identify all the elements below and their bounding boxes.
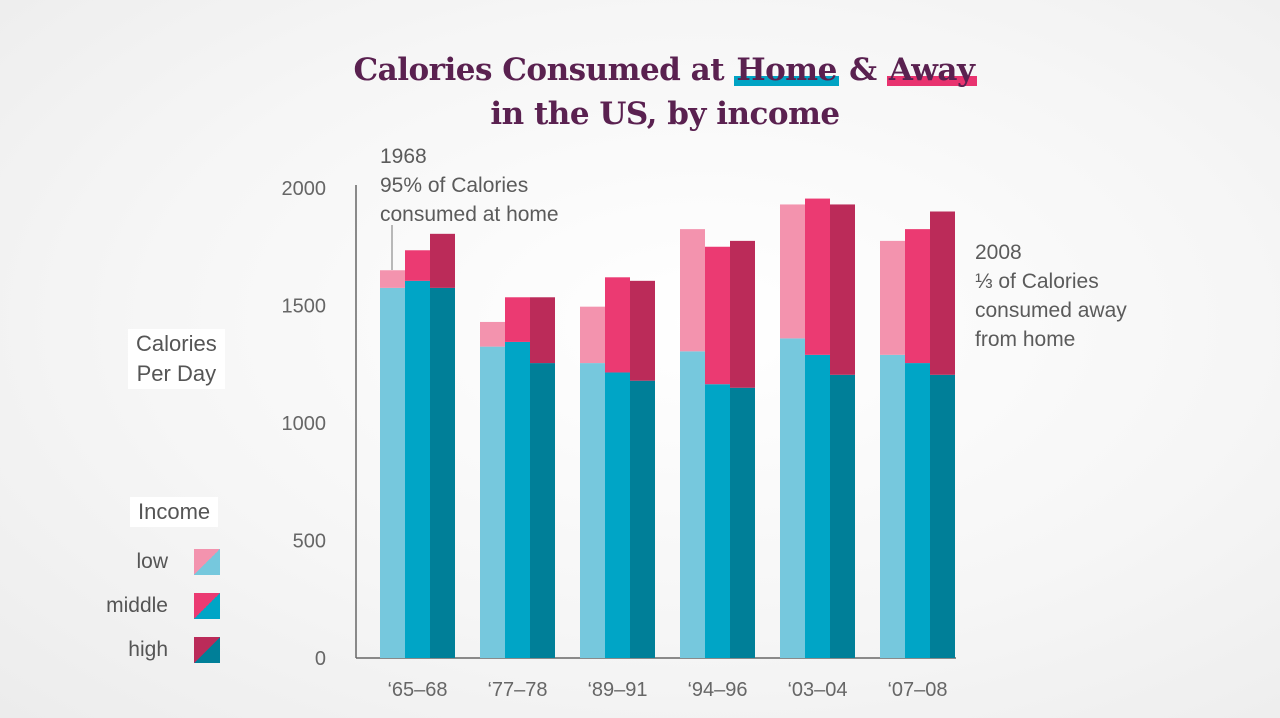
- bar-away-high-0: [430, 233, 455, 288]
- title-line-2: in the US, by income: [490, 96, 840, 132]
- bar-home-middle-3: [705, 384, 730, 658]
- bar-away-high-5: [930, 211, 955, 375]
- x-tick-label: ‘89–91: [587, 679, 647, 701]
- bar-away-low-4: [780, 204, 805, 339]
- bar-away-middle-4: [805, 198, 830, 355]
- legend-item-middle: middle: [80, 591, 220, 621]
- bar-home-low-5: [880, 354, 905, 658]
- bar-home-low-0: [380, 287, 405, 658]
- legend-item-high: high: [80, 635, 220, 665]
- bar-home-middle-1: [505, 341, 530, 658]
- x-ticks-group: ‘65–68 ‘77–78 ‘89–91 ‘94–96 ‘03–04 ‘07–08: [387, 679, 947, 701]
- bar-away-middle-3: [705, 246, 730, 385]
- bar-home-high-2: [630, 380, 655, 658]
- bar-away-low-2: [580, 306, 605, 364]
- y-tick-label: 500: [293, 531, 326, 553]
- bar-home-high-1: [530, 363, 555, 658]
- annotation-1968: 1968 95% of Calories consumed at home: [380, 142, 559, 229]
- bar-home-high-0: [430, 287, 455, 658]
- bar-home-middle-0: [405, 280, 430, 658]
- annotation-2008: 2008 ⅓ of Calories consumed away from ho…: [975, 238, 1127, 354]
- bar-away-low-0: [380, 270, 405, 288]
- bar-home-middle-2: [605, 372, 630, 658]
- bar-home-middle-4: [805, 354, 830, 658]
- legend-swatch-middle: [194, 593, 220, 619]
- y-axis-label-line-1: Calories: [136, 331, 217, 356]
- y-tick-label: 0: [315, 648, 326, 670]
- bar-home-low-2: [580, 363, 605, 658]
- bar-home-low-4: [780, 338, 805, 658]
- title-away-highlight: Away: [886, 52, 977, 88]
- y-tick-label: 1500: [282, 296, 327, 318]
- annotation-2008-year: 2008: [975, 241, 1022, 264]
- annotation-2008-line-4: from home: [975, 328, 1076, 351]
- title-home-highlight: Home: [734, 52, 839, 88]
- bar-away-high-4: [830, 204, 855, 375]
- bar-away-middle-2: [605, 277, 630, 373]
- title-prefix: Calories Consumed at: [353, 52, 735, 88]
- y-ticks-group: 0 500 1000 1500 2000: [282, 178, 327, 670]
- x-tick-label: ‘07–08: [887, 679, 947, 701]
- x-tick-label: ‘77–78: [487, 679, 547, 701]
- bar-away-low-3: [680, 229, 705, 352]
- bar-away-low-1: [480, 321, 505, 347]
- legend-label-low: low: [136, 550, 168, 573]
- bar-away-middle-5: [905, 229, 930, 364]
- y-axis-label: Calories Per Day: [128, 329, 225, 389]
- bar-home-high-4: [830, 374, 855, 658]
- legend-title: Income: [130, 497, 219, 527]
- bar-away-middle-1: [505, 297, 530, 342]
- chart-title: Calories Consumed at Home & Away in the …: [0, 48, 1280, 136]
- bar-away-high-2: [630, 280, 655, 381]
- y-tick-label: 2000: [282, 178, 327, 200]
- bar-away-low-5: [880, 240, 905, 355]
- bar-home-low-3: [680, 351, 705, 658]
- title-line-1: Calories Consumed at Home & Away: [0, 48, 1280, 92]
- title-ampersand: &: [838, 52, 887, 88]
- bar-home-middle-5: [905, 363, 930, 658]
- y-axis-label-line-2: Per Day: [136, 361, 217, 386]
- bar-away-high-3: [730, 240, 755, 388]
- annotation-1968-line-3: consumed at home: [380, 203, 559, 226]
- annotation-2008-line-3: consumed away: [975, 299, 1127, 322]
- bar-home-high-5: [930, 374, 955, 658]
- annotation-2008-line-2: ⅓ of Calories: [975, 270, 1099, 293]
- bar-home-low-1: [480, 346, 505, 658]
- y-tick-label: 1000: [282, 413, 327, 435]
- x-tick-label: ‘03–04: [787, 679, 847, 701]
- legend-swatch-high: [194, 637, 220, 663]
- annotation-1968-line-2: 95% of Calories: [380, 174, 529, 197]
- bar-away-high-1: [530, 297, 555, 364]
- legend-item-low: low: [80, 547, 220, 577]
- bars-group: [380, 198, 955, 658]
- x-tick-label: ‘94–96: [687, 679, 747, 701]
- annotation-1968-year: 1968: [380, 145, 427, 168]
- bar-home-high-3: [730, 387, 755, 658]
- legend-swatch-low: [194, 549, 220, 575]
- legend-label-middle: middle: [106, 594, 168, 617]
- bar-away-middle-0: [405, 250, 430, 281]
- legend-label-high: high: [128, 638, 168, 661]
- x-tick-label: ‘65–68: [387, 679, 447, 701]
